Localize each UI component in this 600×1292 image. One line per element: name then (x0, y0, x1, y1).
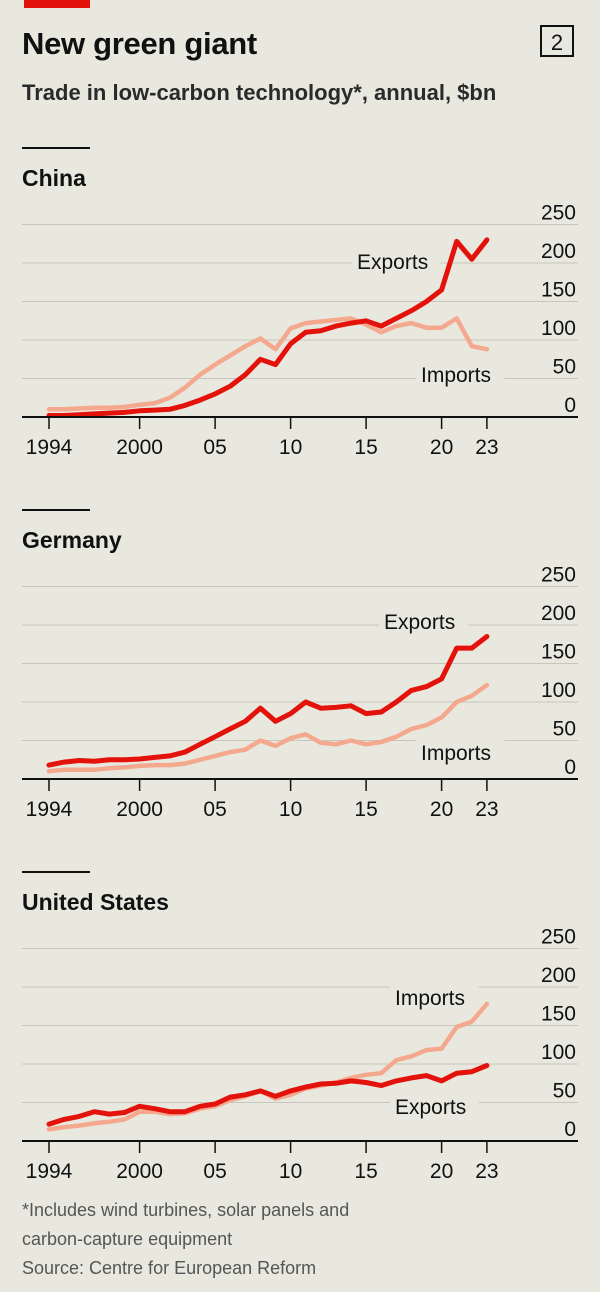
series-line-exports (46, 634, 490, 768)
x-tick-label: 20 (430, 1160, 453, 1183)
y-tick-label: 50 (553, 718, 576, 741)
series-label-imports: Imports (421, 364, 491, 387)
x-tick-label: 15 (354, 436, 377, 459)
x-tick-label: 1994 (26, 798, 73, 821)
y-tick-label: 250 (541, 926, 576, 949)
footnote-line-1: *Includes wind turbines, solar panels an… (22, 1200, 350, 1220)
united-states-panel: United States 0 50 100 150 200 250 1994 2000 05 10… (22, 871, 578, 1183)
series-line-exports (46, 237, 490, 418)
y-tick-label: 150 (541, 279, 576, 302)
x-tick-label: 05 (203, 798, 226, 821)
y-tick-label: 150 (541, 1003, 576, 1026)
x-tick-label: 1994 (26, 1160, 73, 1183)
y-tick-label: 200 (541, 964, 576, 987)
x-tick-label: 1994 (26, 436, 73, 459)
y-tick-label: 100 (541, 317, 576, 340)
x-tick-label: 20 (430, 798, 453, 821)
brand-tag (24, 0, 90, 8)
y-tick-label: 0 (564, 1118, 576, 1141)
series-label-exports: Exports (384, 611, 455, 634)
germany-panel: Germany 0 50 100 150 200 250 1994 2000 05 10 15 20 23… (22, 509, 578, 821)
series-label-exports: Exports (357, 251, 428, 274)
y-tick-label: 100 (541, 679, 576, 702)
x-tick-label: 23 (475, 1160, 498, 1183)
y-tick-label: 200 (541, 602, 576, 625)
x-tick-label: 15 (354, 798, 377, 821)
x-tick-label: 23 (475, 798, 498, 821)
x-tick-label: 23 (475, 436, 498, 459)
x-tick-label: 05 (203, 1160, 226, 1183)
y-tick-label: 250 (541, 202, 576, 225)
panel-title: China (22, 165, 86, 191)
china-panel: China 0 50 100 150 200 250 1994 2000 05 10 15 20 23 Ex… (22, 147, 578, 459)
y-tick-label: 200 (541, 240, 576, 263)
x-tick-label: 15 (354, 1160, 377, 1183)
chart-subtitle: Trade in low-carbon technology*, annual,… (22, 80, 497, 105)
chart-number-badge: 2 (540, 25, 574, 57)
chart-notes: *Includes wind turbines, solar panels an… (22, 1196, 349, 1283)
series-label-exports: Exports (395, 1096, 466, 1119)
footnote-line-2: carbon-capture equipment (22, 1229, 233, 1249)
series-line-exports (46, 1063, 490, 1127)
x-tick-label: 2000 (116, 436, 163, 459)
x-tick-label: 10 (279, 436, 302, 459)
series-label-imports: Imports (395, 987, 465, 1010)
panel-title: United States (22, 889, 169, 915)
series-label-bg (416, 738, 505, 766)
x-tick-label: 20 (430, 436, 453, 459)
series-label-bg (390, 983, 479, 1011)
series-label-bg (390, 1092, 479, 1120)
y-tick-label: 0 (564, 394, 576, 417)
series-label-bg (379, 607, 468, 635)
series-label-bg (352, 247, 441, 275)
series-label-bg (416, 360, 505, 388)
chart-title: New green giant (22, 26, 257, 61)
y-tick-label: 50 (553, 1080, 576, 1103)
series-line-imports (46, 682, 490, 774)
y-tick-label: 250 (541, 564, 576, 587)
y-tick-label: 50 (553, 356, 576, 379)
series-line-imports (46, 316, 490, 412)
y-tick-label: 0 (564, 756, 576, 779)
series-label-imports: Imports (421, 742, 491, 765)
x-tick-label: 10 (279, 798, 302, 821)
source-note: Source: Centre for European Reform (22, 1258, 317, 1278)
x-tick-label: 05 (203, 436, 226, 459)
x-tick-label: 2000 (116, 1160, 163, 1183)
y-tick-label: 100 (541, 1041, 576, 1064)
x-tick-label: 2000 (116, 798, 163, 821)
panel-title: Germany (22, 527, 122, 553)
x-tick-label: 10 (279, 1160, 302, 1183)
y-tick-label: 150 (541, 641, 576, 664)
